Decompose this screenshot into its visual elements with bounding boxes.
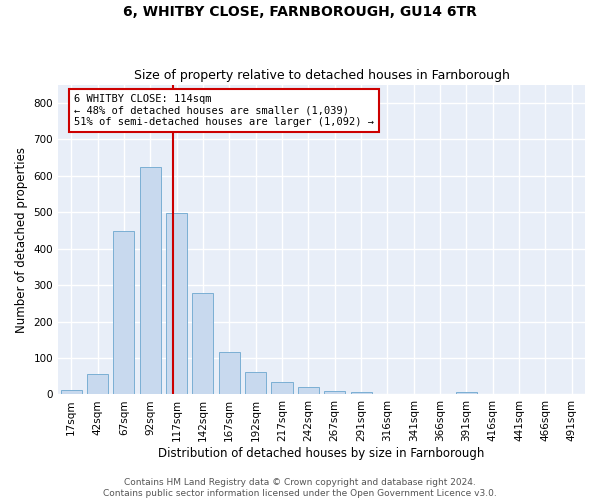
Bar — [87, 374, 108, 394]
Bar — [271, 382, 293, 394]
Bar — [166, 214, 187, 394]
Bar — [61, 390, 82, 394]
X-axis label: Distribution of detached houses by size in Farnborough: Distribution of detached houses by size … — [158, 447, 485, 460]
Bar — [324, 391, 345, 394]
Bar — [140, 166, 161, 394]
Bar — [113, 231, 134, 394]
Text: Contains HM Land Registry data © Crown copyright and database right 2024.
Contai: Contains HM Land Registry data © Crown c… — [103, 478, 497, 498]
Bar — [298, 387, 319, 394]
Bar — [456, 392, 477, 394]
Bar — [245, 372, 266, 394]
Bar — [350, 392, 371, 394]
Bar — [193, 293, 214, 394]
Bar — [219, 352, 240, 395]
Text: 6, WHITBY CLOSE, FARNBOROUGH, GU14 6TR: 6, WHITBY CLOSE, FARNBOROUGH, GU14 6TR — [123, 5, 477, 19]
Y-axis label: Number of detached properties: Number of detached properties — [15, 146, 28, 332]
Text: 6 WHITBY CLOSE: 114sqm
← 48% of detached houses are smaller (1,039)
51% of semi-: 6 WHITBY CLOSE: 114sqm ← 48% of detached… — [74, 94, 374, 127]
Title: Size of property relative to detached houses in Farnborough: Size of property relative to detached ho… — [134, 69, 509, 82]
